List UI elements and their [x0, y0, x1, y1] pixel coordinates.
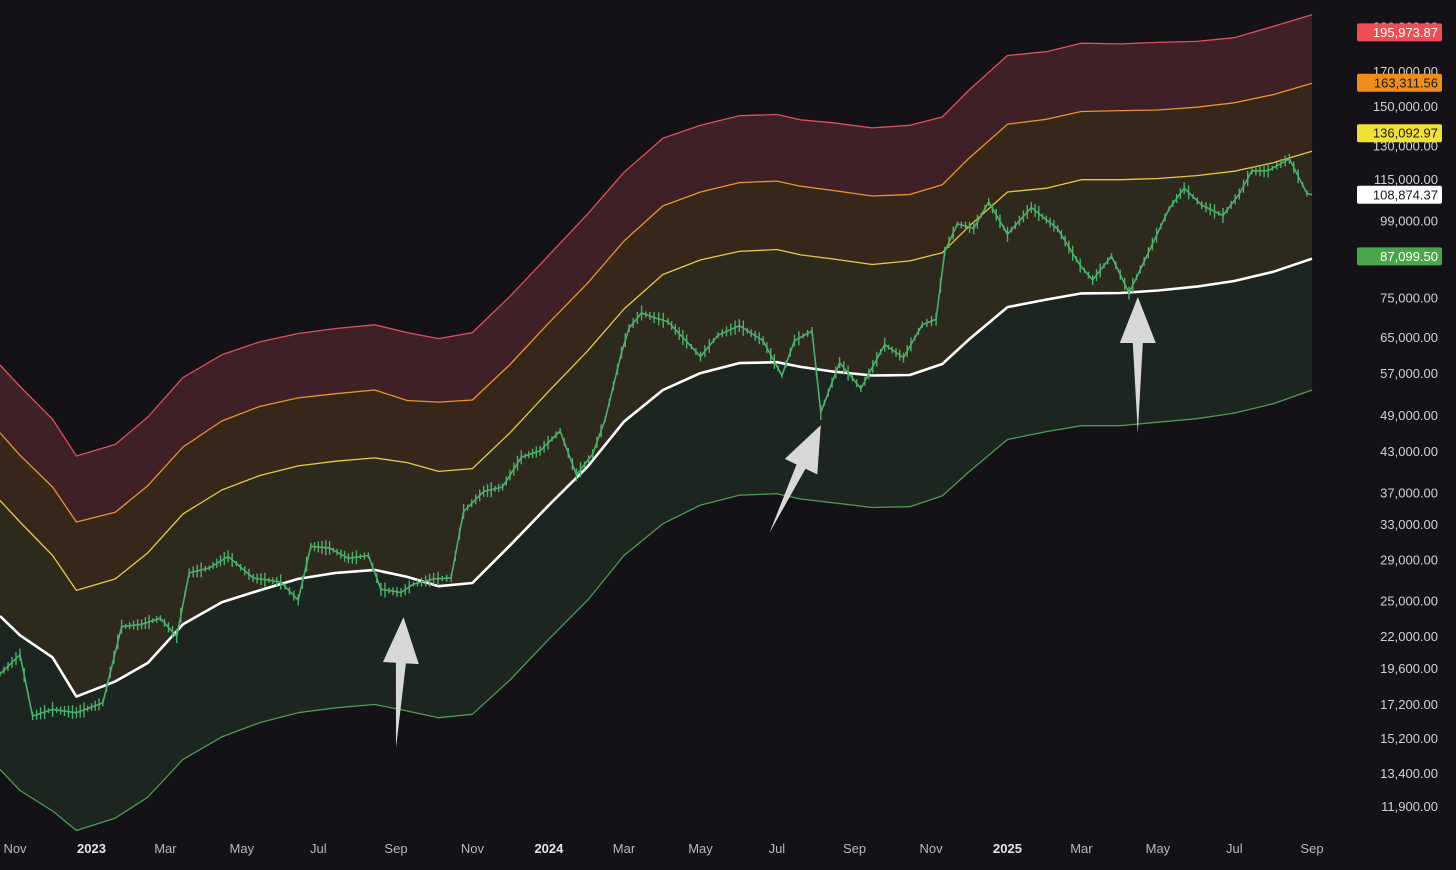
- y-tick-label: 57,000.00: [1380, 366, 1438, 381]
- x-tick-label: Mar: [154, 841, 177, 856]
- band-fill-red-orange: [0, 14, 1312, 522]
- x-tick-label: Sep: [384, 841, 407, 856]
- x-axis: Nov 2023 Mar May Jul Sep Nov 2024 Mar May Jul Sep No…: [3, 841, 1323, 856]
- price-tag-box: [1357, 247, 1442, 266]
- band-line-red: [0, 14, 1313, 457]
- annotation-arrows: [382, 297, 1156, 748]
- x-tick-label: May: [688, 841, 713, 856]
- y-tick-label: 29,000.00: [1380, 553, 1438, 568]
- price-tag-label: 195,973.87: [1373, 25, 1438, 40]
- price-tag-label: 163,311.56: [1374, 75, 1438, 90]
- y-tick-label: 65,000.00: [1380, 330, 1438, 345]
- y-tick-label: 99,000.00: [1380, 214, 1438, 229]
- y-tick-label: 115,000.00: [1374, 172, 1438, 187]
- x-tick-label: May: [1146, 841, 1171, 856]
- price-tag-box: [1357, 124, 1442, 143]
- y-tick-label: 15,200.00: [1380, 731, 1438, 746]
- y-tick-label: 43,000.00: [1380, 444, 1438, 459]
- x-tick-label: Nov: [3, 841, 27, 856]
- x-tick-label: Sep: [1300, 841, 1323, 856]
- band-fill-yellow-white: [0, 151, 1312, 697]
- price-tag-label: 87,099.50: [1380, 249, 1438, 264]
- x-tick-label: Jul: [769, 841, 786, 856]
- price-tag-box: [1357, 23, 1442, 42]
- price-labels: 195,973.87 163,311.56 136,092.97 108,874.37…: [1357, 23, 1442, 266]
- y-tick-label: 13,400.00: [1380, 766, 1438, 781]
- y-tick-label: 25,000.00: [1380, 594, 1438, 609]
- x-tick-label: Nov: [461, 841, 485, 856]
- annotation-arrow: [769, 425, 821, 533]
- annotation-arrow: [382, 617, 419, 748]
- band-line-orange: [0, 82, 1313, 523]
- y-tick-label: 150,000.00: [1373, 99, 1438, 114]
- price-tag-box: [1357, 185, 1442, 204]
- price-tag-box: [1357, 73, 1442, 92]
- y-tick-label: 75,000.00: [1380, 290, 1438, 305]
- y-tick-label: 19,600.00: [1380, 661, 1438, 676]
- price-series: [0, 153, 1313, 720]
- y-tick-label: 49,000.00: [1380, 408, 1438, 423]
- x-tick-label: Sep: [843, 841, 866, 856]
- band-fills: [0, 14, 1312, 831]
- y-tick-label: 17,200.00: [1380, 697, 1438, 712]
- x-tick-label: Jul: [310, 841, 327, 856]
- price-tag-label: 108,874.37: [1373, 187, 1438, 202]
- x-tick-label: 2025: [993, 841, 1022, 856]
- band-line-green: [0, 389, 1313, 832]
- band-fill-white-green: [0, 258, 1312, 831]
- y-tick-label: 37,000.00: [1380, 485, 1438, 500]
- band-lines: [0, 14, 1313, 832]
- x-tick-label: Jul: [1226, 841, 1243, 856]
- price-tag-label: 136,092.97: [1373, 126, 1438, 141]
- x-tick-label: 2024: [534, 841, 564, 856]
- y-tick-label: 33,000.00: [1380, 517, 1438, 532]
- annotation-arrow: [1119, 297, 1156, 433]
- x-tick-label: May: [230, 841, 255, 856]
- y-tick-label: 11,900.00: [1381, 799, 1438, 814]
- x-tick-label: Mar: [613, 841, 636, 856]
- band-line-yellow: [0, 150, 1313, 592]
- x-tick-label: 2023: [77, 841, 106, 856]
- x-tick-label: Nov: [920, 841, 944, 856]
- band-line-white: [0, 257, 1313, 698]
- x-tick-label: Mar: [1070, 841, 1093, 856]
- y-tick-label: 22,000.00: [1380, 629, 1438, 644]
